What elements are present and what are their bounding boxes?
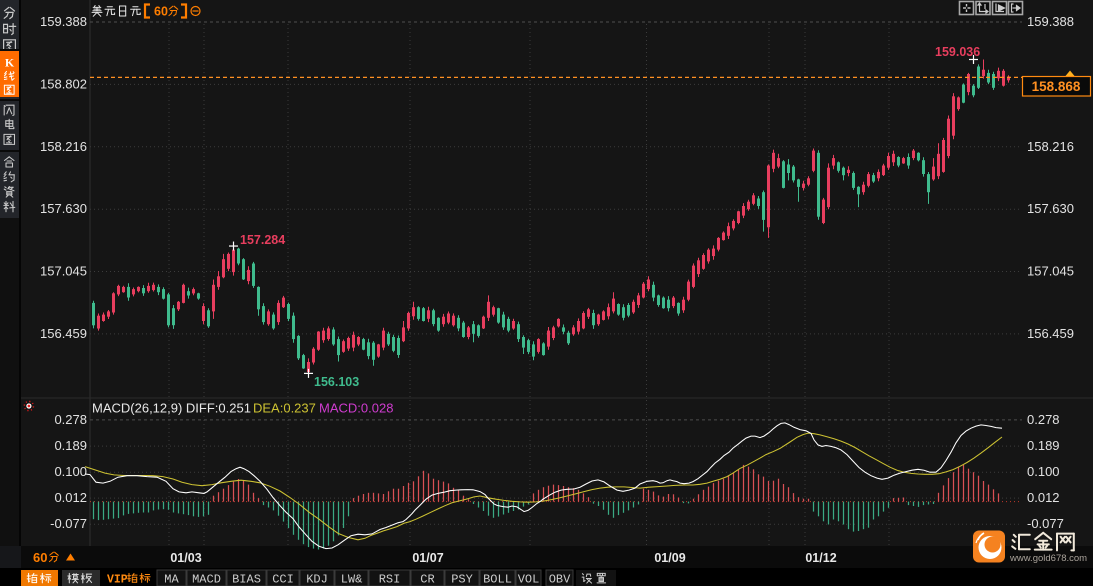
- svg-text:BIAS: BIAS: [232, 573, 261, 586]
- svg-text:0.012: 0.012: [1027, 490, 1060, 505]
- svg-text:RSI: RSI: [379, 573, 401, 586]
- svg-text:DEA:0.237: DEA:0.237: [253, 401, 316, 416]
- svg-text:LW&: LW&: [341, 573, 363, 586]
- svg-text:-0.077: -0.077: [50, 516, 87, 531]
- svg-text:VIP: VIP: [107, 574, 128, 586]
- svg-text:KDJ: KDJ: [306, 573, 328, 586]
- svg-text:157.284: 157.284: [240, 233, 285, 247]
- svg-text:159.388: 159.388: [40, 14, 87, 29]
- svg-text:CCI: CCI: [272, 573, 294, 586]
- svg-text:156.103: 156.103: [314, 375, 359, 389]
- svg-text:MA: MA: [164, 573, 179, 586]
- svg-text:159.388: 159.388: [1027, 14, 1074, 29]
- svg-text:MACD:0.028: MACD:0.028: [319, 401, 393, 416]
- svg-text:60: 60: [154, 5, 168, 19]
- svg-text:157.045: 157.045: [40, 263, 87, 278]
- svg-text:0.278: 0.278: [1027, 412, 1060, 427]
- svg-text:01/03: 01/03: [170, 551, 201, 565]
- svg-text:158.802: 158.802: [40, 76, 87, 91]
- svg-text:01/09: 01/09: [654, 551, 685, 565]
- svg-text:CR: CR: [420, 573, 434, 586]
- svg-text:156.459: 156.459: [1027, 326, 1074, 341]
- svg-text:01/07: 01/07: [412, 551, 443, 565]
- svg-text:0.012: 0.012: [54, 490, 87, 505]
- svg-text:MACD: MACD: [192, 573, 221, 586]
- svg-text:156.459: 156.459: [40, 326, 87, 341]
- svg-text:0.100: 0.100: [1027, 464, 1060, 479]
- svg-text:OBV: OBV: [549, 573, 571, 586]
- svg-text:BOLL: BOLL: [483, 573, 512, 586]
- svg-text:158.216: 158.216: [40, 139, 87, 154]
- svg-text:MACD(26,12,9) DIFF:0.251: MACD(26,12,9) DIFF:0.251: [92, 401, 251, 416]
- svg-text:158.216: 158.216: [1027, 139, 1074, 154]
- svg-text:157.045: 157.045: [1027, 263, 1074, 278]
- svg-text:K: K: [5, 56, 15, 70]
- svg-text:PSY: PSY: [451, 573, 473, 586]
- svg-text:157.630: 157.630: [40, 201, 87, 216]
- svg-text:158.868: 158.868: [1032, 79, 1081, 94]
- svg-text:0.189: 0.189: [54, 438, 87, 453]
- svg-text:60: 60: [33, 550, 47, 565]
- svg-text:0.189: 0.189: [1027, 438, 1060, 453]
- svg-text:VOL: VOL: [518, 573, 540, 586]
- svg-text:0.100: 0.100: [54, 464, 87, 479]
- svg-text:-0.077: -0.077: [1027, 516, 1064, 531]
- svg-text:157.630: 157.630: [1027, 201, 1074, 216]
- svg-text:01/12: 01/12: [805, 551, 836, 565]
- svg-text:159.036: 159.036: [935, 45, 980, 59]
- svg-text:0.278: 0.278: [54, 412, 87, 427]
- svg-text:www.gold678.com: www.gold678.com: [1009, 553, 1087, 564]
